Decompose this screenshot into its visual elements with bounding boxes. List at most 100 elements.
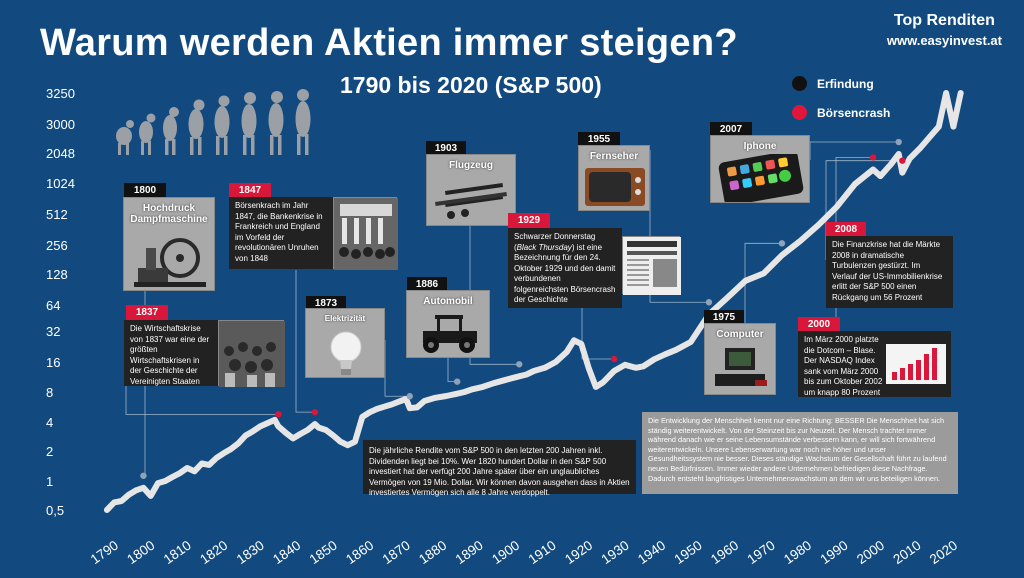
legend-item-invention: Erfindung (792, 76, 890, 91)
brand-url[interactable]: www.easyinvest.at (886, 33, 1002, 48)
event-year-1903: 1903 (426, 141, 466, 156)
connector-line (809, 141, 899, 160)
event-year-1873: 1873 (306, 296, 346, 311)
computer-label: Computer (716, 329, 764, 340)
invention-marker (406, 393, 413, 400)
iphone-label: Iphone (743, 141, 777, 152)
light-bulb-icon (330, 331, 362, 375)
airplane-label: Flugzeug (449, 160, 493, 171)
connector-line (649, 150, 709, 303)
invention-marker (705, 299, 713, 306)
crash-marker (610, 355, 618, 363)
x-tick-label: 1990 (817, 538, 850, 568)
page-title: Warum werden Aktien immer steigen? (40, 22, 738, 64)
x-tick-label: 1950 (672, 538, 705, 568)
price-line (103, 90, 964, 513)
event-year-1975: 1975 (704, 310, 744, 325)
invention-marker (895, 138, 902, 146)
steam-engine-card: Hochdruck Dampfmaschine (123, 197, 215, 291)
event-year-2008: 2008 (826, 222, 866, 237)
brand-name: Top Renditen (893, 12, 995, 29)
price-line-path (103, 90, 964, 513)
x-tick-label: 2020 (927, 538, 960, 568)
y-axis: 0,5 1 2 4 8 16 32 64 128 256 512 1024 2048 3000 3250 (46, 86, 75, 518)
invention-marker (778, 240, 786, 247)
x-tick-label: 1970 (744, 538, 777, 568)
invention-marker (516, 361, 523, 368)
x-tick-label: 1870 (380, 538, 413, 568)
invention-marker (454, 378, 461, 385)
y-tick-label: 1 (46, 474, 53, 489)
black-dot-icon (792, 76, 807, 91)
event-text-1929-em: Black Thursday (516, 242, 572, 252)
automobile-label: Automobil (423, 296, 473, 307)
newspaper-icon (623, 237, 681, 295)
event-markers (140, 138, 906, 479)
x-tick-label: 1900 (489, 538, 522, 568)
crash-1837-photo (218, 320, 285, 387)
y-tick-label: 64 (46, 298, 60, 313)
x-tick-label: 1840 (270, 538, 303, 568)
event-text-1929-a: Schwarzer Donnerstag ( (514, 232, 596, 252)
event-text-1837: Die Wirtschaftskrise von 1837 war eine d… (124, 320, 219, 386)
x-tick-label: 1960 (708, 538, 741, 568)
x-tick-label: 1800 (124, 538, 157, 568)
crash-marker (869, 154, 877, 161)
y-tick-label: 2048 (46, 146, 75, 161)
x-tick-label: 1920 (562, 538, 595, 568)
legend: Erfindung Börsencrash (792, 76, 890, 134)
brand: Top Renditen www.easyinvest.at (887, 12, 1002, 48)
tv-label: Fernseher (589, 151, 639, 162)
x-tick-label: 1910 (526, 538, 559, 568)
invention-marker (140, 472, 147, 479)
y-tick-label: 32 (46, 324, 60, 339)
connector-line (581, 300, 615, 360)
event-text-2008: Die Finanzkrise hat die Märkte 2008 in d… (826, 236, 953, 308)
y-tick-label: 128 (46, 267, 68, 282)
return-info-box: Die jährliche Rendite vom S&P 500 in den… (363, 440, 636, 497)
legend-item-crash: Börsencrash (792, 105, 890, 120)
event-year-1837: 1837 (126, 305, 168, 320)
y-tick-label: 1024 (46, 176, 75, 191)
event-year-1955: 1955 (578, 132, 620, 147)
tv-card: Fernseher (578, 145, 650, 211)
electricity-card: Elektrizität (305, 308, 385, 378)
connector-line (295, 270, 315, 413)
event-year-1847: 1847 (229, 183, 271, 198)
bank-crowd-icon (334, 198, 398, 270)
legend-label: Börsencrash (817, 105, 891, 120)
x-axis: 1790 1800 1810 1820 1830 1840 1850 1860 1870 1880… (88, 538, 960, 568)
x-tick-label: 1880 (416, 538, 449, 568)
humanity-info-box: Die Entwicklung der Menschheit kennt nur… (642, 412, 958, 494)
y-tick-label: 16 (46, 355, 60, 370)
y-tick-label: 256 (46, 238, 68, 253)
y-tick-label: 3000 (46, 117, 75, 132)
tv-icon (585, 168, 645, 206)
smartphone-icon (718, 154, 804, 202)
crash-marker (275, 411, 282, 418)
x-tick-label: 1850 (307, 538, 340, 568)
x-tick-label: 2010 (890, 538, 923, 568)
y-tick-label: 0,5 (46, 503, 64, 518)
car-icon (423, 315, 477, 353)
x-tick-label: 1860 (343, 538, 376, 568)
event-text-1929: Schwarzer Donnerstag (Black Thursday) is… (508, 228, 622, 308)
crash-1847-photo (333, 197, 398, 270)
event-text-1929-b: ) ist eine Bezeichnung für den 24. Oktob… (514, 242, 616, 305)
bar-chart-icon (886, 344, 946, 384)
newspaper-photo (622, 236, 681, 295)
page-subtitle: 1790 bis 2020 (S&P 500) (340, 72, 602, 98)
automobile-card: Automobil (406, 290, 490, 358)
y-tick-label: 4 (46, 415, 53, 430)
x-tick-label: 1830 (234, 538, 267, 568)
x-tick-label: 1980 (781, 538, 814, 568)
connector-line (469, 225, 520, 365)
x-tick-label: 1940 (635, 538, 668, 568)
airplane-icon (435, 182, 507, 219)
x-tick-label: 1810 (161, 538, 194, 568)
connector-line (447, 355, 458, 383)
crowd-icon (219, 321, 285, 387)
airplane-card: Flugzeug (426, 154, 516, 226)
y-tick-label: 3250 (46, 86, 75, 101)
